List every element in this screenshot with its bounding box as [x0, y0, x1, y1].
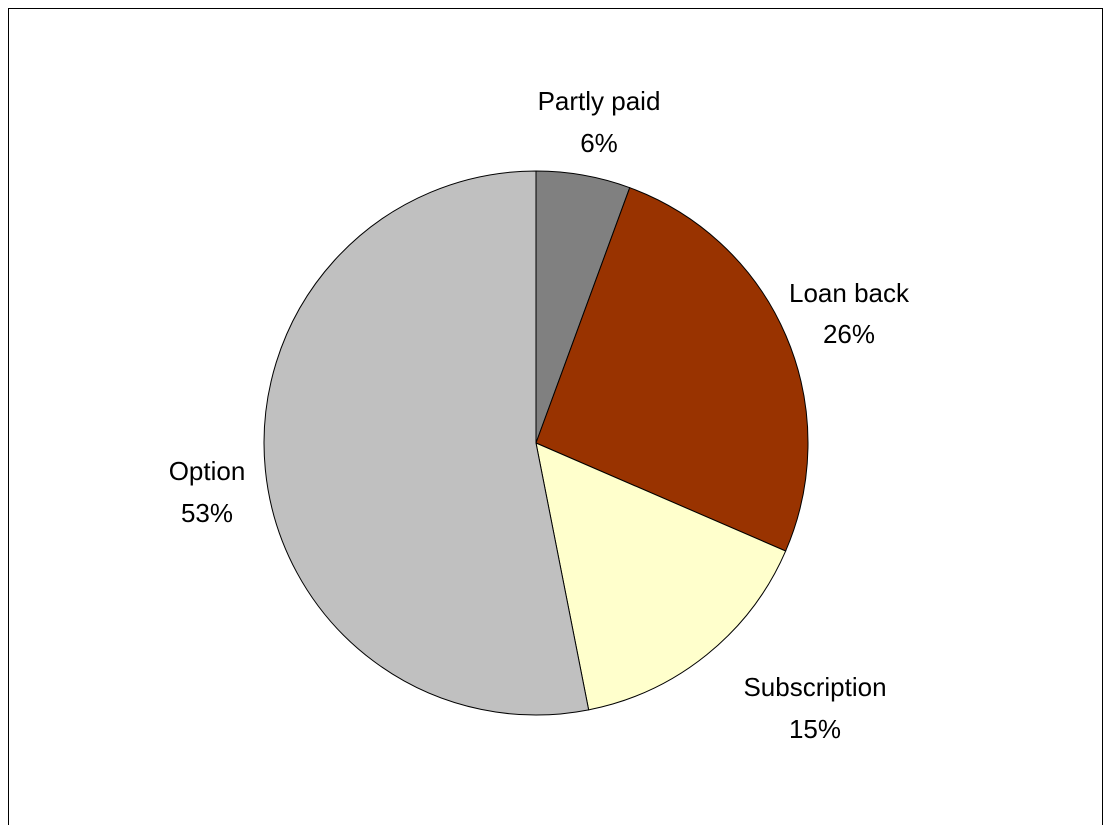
pie-slice-subscription: [535, 442, 787, 711]
slice-percent-subscription: 15%: [789, 714, 841, 744]
pie-slices: [263, 170, 809, 716]
slice-label-loan-back: Loan back: [789, 278, 910, 308]
slice-percent-loan-back: 26%: [823, 319, 875, 349]
slice-label-option: Option: [169, 456, 246, 486]
slice-percent-option: 53%: [181, 498, 233, 528]
slice-label-partly-paid: Partly paid: [538, 86, 661, 116]
pie-slice-loan-back: [535, 187, 809, 552]
slice-percent-partly-paid: 6%: [580, 128, 618, 158]
pie-slice-option: [263, 170, 590, 716]
slice-label-subscription: Subscription: [743, 672, 886, 702]
pie-labels: Partly paid 6% Loan back 26% Subscription 15%…: [169, 86, 910, 744]
